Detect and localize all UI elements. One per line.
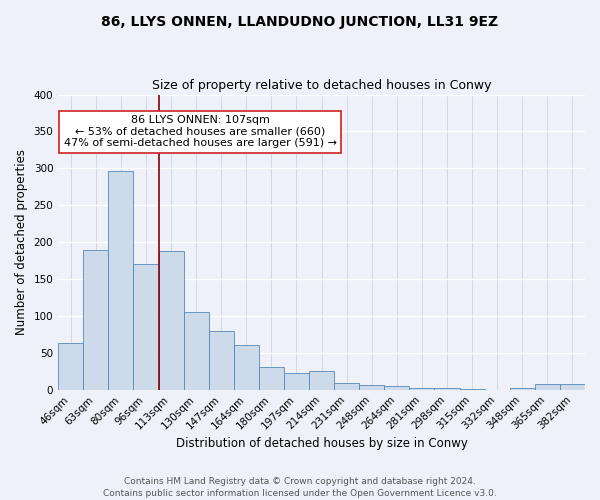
Bar bbox=[259, 367, 284, 390]
Bar bbox=[234, 346, 259, 390]
Bar bbox=[109, 170, 133, 390]
Bar bbox=[535, 384, 560, 390]
X-axis label: Distribution of detached houses by size in Conwy: Distribution of detached houses by size … bbox=[176, 437, 467, 450]
Bar bbox=[133, 264, 158, 390]
Bar bbox=[409, 388, 434, 390]
Bar bbox=[209, 330, 234, 390]
Text: 86 LLYS ONNEN: 107sqm
← 53% of detached houses are smaller (660)
47% of semi-det: 86 LLYS ONNEN: 107sqm ← 53% of detached … bbox=[64, 115, 337, 148]
Bar bbox=[83, 250, 109, 390]
Bar bbox=[58, 343, 83, 390]
Bar bbox=[284, 374, 309, 390]
Bar bbox=[184, 312, 209, 390]
Bar bbox=[334, 383, 359, 390]
Bar bbox=[359, 386, 385, 390]
Text: 86, LLYS ONNEN, LLANDUDNO JUNCTION, LL31 9EZ: 86, LLYS ONNEN, LLANDUDNO JUNCTION, LL31… bbox=[101, 15, 499, 29]
Bar bbox=[385, 386, 409, 390]
Bar bbox=[460, 389, 485, 390]
Bar bbox=[158, 251, 184, 390]
Bar bbox=[309, 372, 334, 390]
Title: Size of property relative to detached houses in Conwy: Size of property relative to detached ho… bbox=[152, 79, 491, 92]
Bar bbox=[434, 388, 460, 390]
Text: Contains HM Land Registry data © Crown copyright and database right 2024.
Contai: Contains HM Land Registry data © Crown c… bbox=[103, 476, 497, 498]
Bar bbox=[510, 388, 535, 390]
Bar bbox=[560, 384, 585, 390]
Y-axis label: Number of detached properties: Number of detached properties bbox=[15, 149, 28, 335]
